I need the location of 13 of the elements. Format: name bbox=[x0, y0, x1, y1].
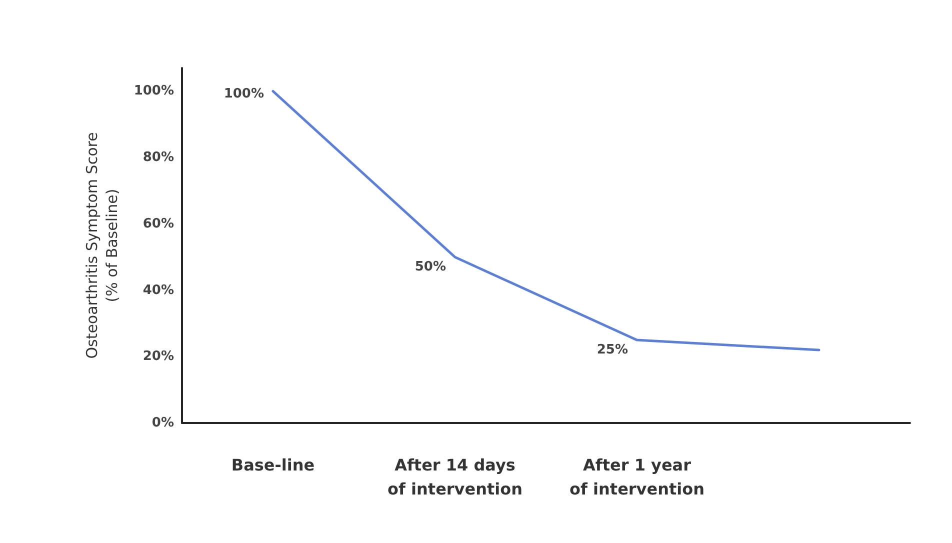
y-tick-label: 0% bbox=[152, 416, 174, 430]
y-tick-label: 80% bbox=[142, 150, 174, 166]
data-label: 50% bbox=[414, 260, 446, 275]
x-tick-label: After 1 year of intervention bbox=[570, 456, 704, 498]
y-tick-label: 100% bbox=[134, 84, 174, 99]
data-label: 25% bbox=[596, 342, 628, 358]
y-tick-label: 60% bbox=[142, 216, 174, 232]
y-tick-label: 20% bbox=[142, 349, 174, 364]
x-tick-label: After 14 days of intervention bbox=[388, 456, 522, 498]
data-label: 100% bbox=[224, 86, 264, 102]
x-tick-label: Base-line bbox=[231, 456, 315, 474]
y-axis-title: Osteoarthritis Symptom Score (% of Baseline) bbox=[83, 132, 121, 359]
y-tick-label: 40% bbox=[142, 282, 174, 298]
